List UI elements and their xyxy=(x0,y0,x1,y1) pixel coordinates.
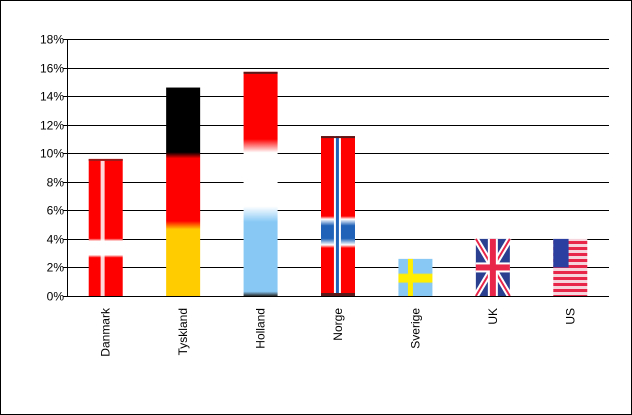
bars xyxy=(88,71,588,298)
y-tick-label: 2% xyxy=(47,261,65,275)
bar-us-flag xyxy=(553,238,588,296)
x-category-label: US xyxy=(563,308,577,325)
y-axis-ticks: 0% 2% 4% 6% 8% 10% 12% 14% 16% 18% xyxy=(40,33,67,304)
y-tick-label: 12% xyxy=(40,119,64,133)
bar-sweden-flag xyxy=(398,258,433,296)
x-category-label: Norge xyxy=(331,308,345,341)
bar-netherlands-flag xyxy=(243,71,278,296)
y-tick-label: 16% xyxy=(40,62,64,76)
y-tick-label: 0% xyxy=(47,290,65,304)
y-tick-label: 14% xyxy=(40,90,64,104)
bar-denmark-flag xyxy=(88,158,123,296)
x-category-label: UK xyxy=(486,308,500,325)
x-category-label: Tyskland xyxy=(176,308,190,355)
y-tick-label: 8% xyxy=(47,176,65,190)
y-tick-label: 18% xyxy=(40,33,64,47)
bar-uk-flag xyxy=(473,237,513,298)
y-tick-label: 6% xyxy=(47,204,65,218)
y-tick-label: 4% xyxy=(47,233,65,247)
y-tick-label: 10% xyxy=(40,147,64,161)
bar-norway-flag xyxy=(321,136,355,296)
bar-germany-flag xyxy=(166,87,201,297)
x-category-label: Danmark xyxy=(99,307,113,357)
x-category-label: Sverige xyxy=(408,308,422,349)
x-axis-labels: Danmark Tyskland Holland Norge Sverige UK US xyxy=(99,307,578,357)
x-category-label: Holland xyxy=(254,308,268,349)
